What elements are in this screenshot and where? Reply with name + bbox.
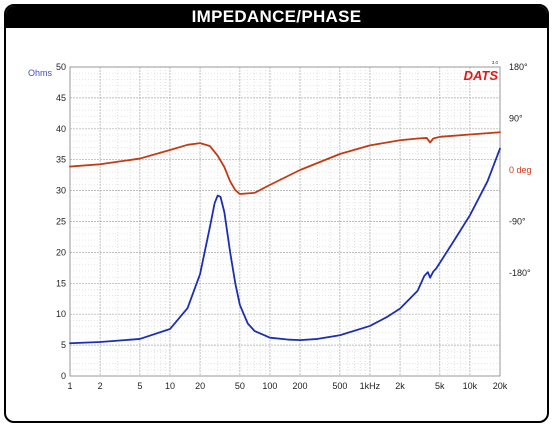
minor-grid bbox=[70, 67, 500, 376]
x-tick-label: 5k bbox=[435, 381, 445, 391]
y-left-axis-ticks: 0 5 10 15 20 25 30 35 40 45 50 bbox=[56, 62, 66, 381]
x-axis-ticks: 1 2 5 10 20 50 100 200 500 1kHz 2k 5k 10k 20k bbox=[67, 381, 507, 391]
y-left-tick-label: 10 bbox=[56, 309, 66, 319]
y-left-tick-label: 5 bbox=[61, 340, 66, 350]
y-left-tick-label: 0 bbox=[61, 371, 66, 381]
x-tick-label: 20 bbox=[195, 381, 205, 391]
y-left-tick-label: 25 bbox=[56, 217, 66, 227]
y-right-tick-label: -90° bbox=[509, 217, 526, 227]
y-right-tick-label: 0 deg bbox=[509, 165, 532, 175]
y-left-axis-label: Ohms bbox=[28, 68, 53, 78]
y-left-tick-label: 50 bbox=[56, 62, 66, 72]
chart-title: IMPEDANCE/PHASE bbox=[6, 6, 547, 28]
series-line-phase bbox=[69, 131, 501, 195]
y-left-tick-label: 45 bbox=[56, 93, 66, 103]
dats-logo-text: DATS bbox=[464, 68, 499, 83]
x-tick-label: 50 bbox=[235, 381, 245, 391]
plot-area-border bbox=[69, 66, 501, 377]
x-tick-label: 20k bbox=[493, 381, 508, 391]
x-tick-label: 10k bbox=[463, 381, 478, 391]
y-right-tick-label: -180° bbox=[509, 268, 531, 278]
dats-version-text: 3.0 bbox=[492, 60, 499, 65]
y-right-axis-ticks: 180° 90° 0 deg -90° -180° bbox=[509, 62, 532, 278]
x-tick-label: 2 bbox=[98, 381, 103, 391]
y-left-tick-label: 35 bbox=[56, 155, 66, 165]
x-tick-label: 5 bbox=[137, 381, 142, 391]
series-line-impedance bbox=[69, 147, 501, 345]
y-left-tick-label: 20 bbox=[56, 247, 66, 257]
x-tick-label: 500 bbox=[332, 381, 347, 391]
y-left-tick-label: 15 bbox=[56, 278, 66, 288]
x-tick-label: 10 bbox=[165, 381, 175, 391]
x-tick-label: 100 bbox=[262, 381, 277, 391]
y-left-tick-label: 30 bbox=[56, 186, 66, 196]
y-right-tick-label: 90° bbox=[509, 114, 523, 124]
x-tick-label: 200 bbox=[293, 381, 308, 391]
x-tick-label: 2k bbox=[395, 381, 405, 391]
x-tick-label: 1 bbox=[67, 381, 72, 391]
major-grid bbox=[69, 66, 501, 377]
brand-logo: DATS 3.0 bbox=[464, 60, 499, 83]
chart-frame: IMPEDANCE/PHASE 1 2 5 10 20 50 100 200 500 1kHz 2k… bbox=[4, 4, 549, 423]
series-layer bbox=[69, 131, 501, 345]
y-right-tick-label: 180° bbox=[509, 62, 528, 72]
impedance-phase-chart: 1 2 5 10 20 50 100 200 500 1kHz 2k 5k 10k 20k 0510152… bbox=[28, 60, 532, 391]
y-left-tick-label: 40 bbox=[56, 124, 66, 134]
x-tick-label: 1kHz bbox=[360, 381, 381, 391]
